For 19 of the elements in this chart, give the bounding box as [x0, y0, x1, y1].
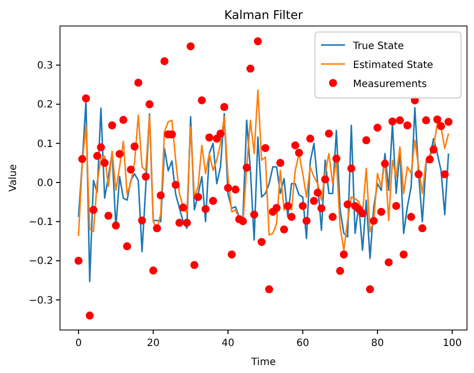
x-tick-label: 80 — [371, 338, 384, 349]
y-tick-label: 0.1 — [37, 138, 53, 150]
x-axis-title: Time — [250, 357, 276, 368]
x-tick-label: 20 — [146, 338, 160, 349]
x-tick-label: 100 — [442, 338, 462, 349]
chart-title: Kalman Filter — [224, 8, 303, 22]
y-tick-label: 0.2 — [37, 100, 53, 111]
y-tick-label: −0.2 — [28, 256, 53, 268]
y-tick-label: 0.0 — [37, 178, 53, 189]
x-tick-label: 0 — [75, 338, 82, 349]
y-tick-label: −0.3 — [28, 295, 53, 306]
y-axis-title: Value — [8, 164, 19, 192]
legend-label: Estimated State — [353, 60, 434, 71]
y-tick-label: −0.1 — [28, 217, 53, 228]
x-tick-label: 60 — [296, 338, 310, 349]
legend-label: True State — [352, 41, 404, 52]
y-tick-label: 0.3 — [37, 60, 53, 72]
x-tick-label: 40 — [222, 338, 234, 349]
legend-label: Measurements — [353, 79, 427, 90]
